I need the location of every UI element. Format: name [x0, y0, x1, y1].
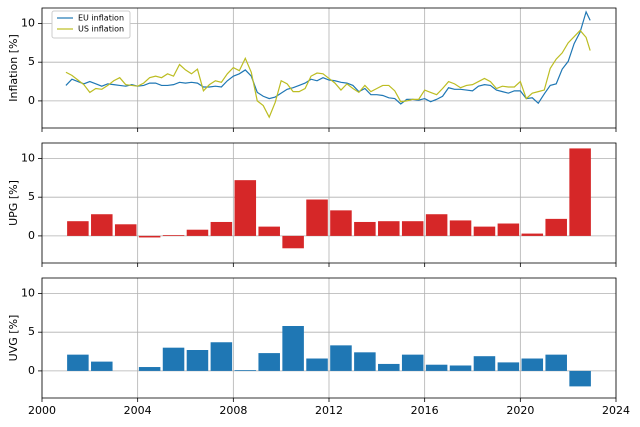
bar — [282, 235, 304, 249]
legend-label: EU inflation — [78, 14, 124, 23]
bar — [378, 363, 400, 371]
bar — [425, 364, 448, 371]
y-axis-label: UVG [%] — [7, 315, 20, 362]
legend-label: US inflation — [78, 25, 124, 34]
bar — [138, 367, 161, 371]
x-tick-label: 2012 — [315, 404, 343, 417]
bar — [234, 370, 257, 371]
bar — [521, 358, 544, 371]
bar — [354, 352, 376, 371]
panel: 2000 2004 2008 2012 2016 2020 2024 0 5 10 UVG [%] — [7, 277, 630, 417]
bar — [449, 220, 472, 236]
bar — [282, 326, 304, 371]
x-tick-label: 2008 — [219, 404, 247, 417]
plot-frame — [41, 7, 617, 129]
x-tick-label: 2016 — [411, 404, 439, 417]
x-tick-label: 2000 — [28, 404, 56, 417]
bar — [91, 361, 113, 371]
bar — [186, 229, 209, 236]
x-tick-label: 2004 — [124, 404, 152, 417]
bar — [401, 221, 424, 236]
bar — [521, 233, 544, 236]
y-tick-label: 0 — [28, 229, 35, 242]
bar — [306, 199, 328, 236]
series-line — [65, 10, 591, 105]
bar — [354, 221, 376, 236]
bar — [545, 218, 567, 236]
bar — [473, 226, 496, 236]
x-tick-label: 2020 — [506, 404, 534, 417]
y-tick-label: 10 — [21, 286, 35, 299]
bar — [378, 221, 400, 236]
bar — [114, 224, 137, 236]
bar — [162, 235, 185, 236]
y-tick-label: 10 — [21, 151, 35, 164]
bar — [497, 362, 520, 371]
bar — [473, 356, 496, 371]
y-tick-label: 10 — [21, 16, 35, 29]
bar — [425, 214, 448, 236]
bar — [67, 221, 89, 236]
bar — [306, 358, 328, 371]
y-tick-label: 5 — [28, 325, 35, 338]
panel: 0 5 10 UPG [%] — [7, 142, 617, 267]
plot-frame — [41, 142, 617, 264]
y-axis-label: UPG [%] — [7, 180, 20, 226]
bar — [569, 148, 591, 236]
y-tick-label: 5 — [28, 55, 35, 68]
bar — [210, 342, 233, 371]
bar — [449, 365, 472, 371]
bar — [67, 354, 89, 371]
y-tick-label: 0 — [28, 364, 35, 377]
y-tick-label: 0 — [28, 94, 35, 107]
bar — [138, 235, 161, 238]
bar — [258, 226, 280, 236]
bar — [330, 210, 352, 236]
y-axis-label: Inflation [%] — [7, 34, 20, 102]
bar — [401, 354, 424, 371]
x-tick-label: 2024 — [602, 404, 630, 417]
bar — [186, 350, 209, 371]
legend: EU inflation US inflation — [51, 10, 131, 39]
bar — [330, 345, 352, 371]
series-line — [65, 29, 591, 119]
plot-frame — [41, 277, 617, 399]
bar — [258, 353, 280, 371]
bar — [234, 180, 257, 236]
bar — [210, 221, 233, 236]
bar — [569, 370, 591, 387]
bar — [497, 223, 520, 236]
bar — [545, 354, 567, 371]
y-tick-label: 5 — [28, 190, 35, 203]
bar — [91, 214, 113, 236]
bar — [162, 347, 185, 371]
